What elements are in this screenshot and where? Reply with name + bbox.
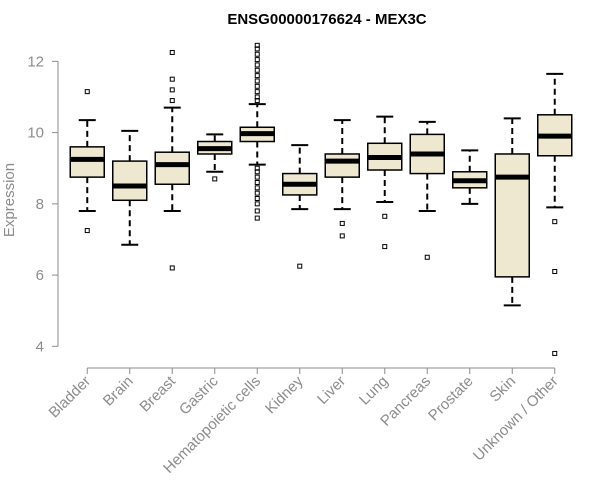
box-body xyxy=(112,160,148,202)
outlier-point xyxy=(254,165,260,171)
outlier-point xyxy=(169,49,175,55)
outlier-point xyxy=(254,208,260,214)
outlier-point xyxy=(254,62,260,68)
x-tick-label: Breast xyxy=(136,372,179,415)
box-bladder xyxy=(69,89,105,234)
outlier-point xyxy=(254,196,260,201)
box-prostate xyxy=(452,149,488,205)
outlier-point xyxy=(424,254,430,260)
box-brain xyxy=(112,129,148,246)
box-gastric xyxy=(197,133,233,182)
box-liver xyxy=(324,119,360,239)
box-body xyxy=(154,151,190,186)
outlier-point xyxy=(254,83,260,89)
box-body xyxy=(324,153,360,178)
outlier-point xyxy=(169,265,175,271)
box-unknown-other xyxy=(537,72,573,356)
outlier-point xyxy=(552,219,558,225)
outlier-point xyxy=(254,67,260,73)
box-body xyxy=(69,146,105,178)
outlier-point xyxy=(552,269,558,275)
outlier-point xyxy=(339,220,345,226)
outlier-point xyxy=(254,57,260,63)
outlier-point xyxy=(254,185,260,191)
outlier-point xyxy=(254,174,260,180)
outlier-point xyxy=(254,78,260,84)
outlier-point xyxy=(254,51,260,57)
outlier-point xyxy=(254,190,260,196)
outlier-point xyxy=(254,201,260,207)
outlier-point xyxy=(254,179,260,185)
box-skin xyxy=(494,117,530,307)
outlier-point xyxy=(382,213,388,219)
outlier-point xyxy=(169,76,175,82)
y-tick-label: 10 xyxy=(27,125,44,142)
y-tick-label: 12 xyxy=(27,53,44,70)
y-tick-label: 6 xyxy=(36,267,44,284)
outlier-point xyxy=(382,244,388,250)
box-pancreas xyxy=(409,120,445,260)
outlier-point xyxy=(169,98,175,104)
x-tick-label: Liver xyxy=(314,373,349,408)
box-breast xyxy=(154,49,190,271)
outlier-point xyxy=(254,73,260,79)
x-tick-label: Skin xyxy=(486,373,519,406)
x-tick-label: Brain xyxy=(100,373,137,410)
box-kidney xyxy=(282,144,318,269)
y-axis: 4 6 8 10 12 xyxy=(27,53,59,355)
outlier-point xyxy=(169,87,175,93)
box-lung xyxy=(367,115,403,250)
box-hematopoietic-cells xyxy=(239,42,275,221)
y-tick-label: 4 xyxy=(36,338,44,355)
x-tick-label: Kidney xyxy=(262,372,307,417)
outlier-point xyxy=(297,263,303,269)
outlier-point xyxy=(339,233,345,239)
outlier-point xyxy=(212,176,218,182)
plot-area xyxy=(69,42,573,356)
y-axis-label: Expression xyxy=(1,163,18,237)
outlier-point xyxy=(84,89,90,95)
x-tick-label: Prostate xyxy=(425,373,477,425)
outlier-point xyxy=(254,42,260,48)
chart-title: ENSG00000176624 - MEX3C xyxy=(227,11,426,28)
x-tick-label: Bladder xyxy=(45,373,94,422)
x-tick-label: Lung xyxy=(356,373,392,409)
box-body xyxy=(494,153,530,278)
outlier-point xyxy=(254,89,260,95)
outlier-point xyxy=(254,215,260,221)
outlier-point xyxy=(84,228,90,234)
outlier-point xyxy=(552,350,558,356)
y-tick-label: 8 xyxy=(36,196,44,213)
outlier-point xyxy=(254,94,260,100)
